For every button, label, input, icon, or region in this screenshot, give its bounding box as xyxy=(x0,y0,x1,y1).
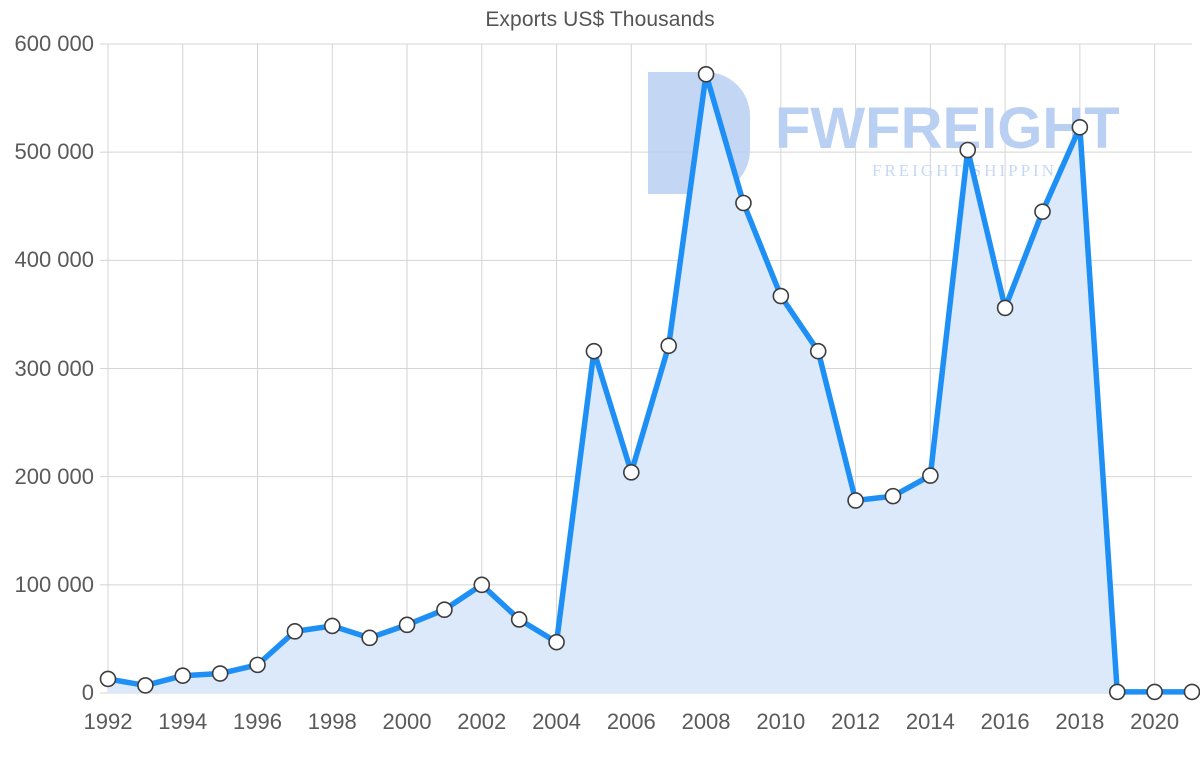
data-point-marker xyxy=(548,633,565,651)
y-axis-tick-label: 400 000 xyxy=(14,247,94,273)
data-point-marker xyxy=(623,464,640,481)
data-point-marker xyxy=(211,665,229,682)
data-point-marker xyxy=(1071,118,1089,136)
data-point-markers xyxy=(99,65,1200,701)
data-point-marker xyxy=(1034,203,1051,220)
y-axis-tick-label: 200 000 xyxy=(14,463,94,489)
x-axis-tick-label: 2010 xyxy=(756,709,806,734)
data-point-marker xyxy=(137,677,154,694)
y-axis-tick-label: 300 000 xyxy=(14,355,94,381)
x-axis-tick-label: 2000 xyxy=(382,709,432,734)
series-line xyxy=(105,71,1195,695)
data-point-marker xyxy=(809,342,827,360)
data-point-marker xyxy=(99,670,117,688)
data-point-marker xyxy=(1146,683,1163,701)
data-point-marker xyxy=(697,65,715,83)
x-axis-tick-label: 1996 xyxy=(233,709,282,734)
x-axis-tick-label: 2004 xyxy=(532,709,582,734)
chart-title: Exports US$ Thousands xyxy=(485,8,715,31)
x-axis-tick-label: 2012 xyxy=(831,709,881,734)
x-axis-tick-label: 2018 xyxy=(1055,709,1105,734)
data-point-marker xyxy=(323,617,341,635)
data-point-marker xyxy=(959,141,977,159)
x-axis-tick-label: 1998 xyxy=(307,709,357,734)
watermark-brand-text: FWFREIGHT xyxy=(775,96,1120,161)
x-axis-tick-label: 2016 xyxy=(980,709,1030,734)
y-axis-tick-label: 600 000 xyxy=(14,31,94,56)
data-point-marker xyxy=(473,576,491,594)
data-point-marker xyxy=(436,601,453,619)
x-axis-tick-label: 1992 xyxy=(83,709,133,734)
data-point-marker xyxy=(660,337,677,355)
data-point-marker xyxy=(249,656,266,674)
data-point-marker xyxy=(922,467,939,484)
x-axis-tick-label: 2020 xyxy=(1130,709,1180,734)
data-point-marker xyxy=(735,194,752,212)
data-line xyxy=(105,71,1195,695)
data-point-marker xyxy=(361,629,378,647)
data-point-marker xyxy=(1108,683,1126,701)
x-axis-tick-label: 2014 xyxy=(905,709,955,734)
y-axis-tick-label: 500 000 xyxy=(14,139,94,165)
data-point-marker xyxy=(510,611,528,628)
data-point-marker xyxy=(884,487,902,505)
data-point-marker xyxy=(847,492,864,509)
data-point-marker xyxy=(585,342,603,360)
x-axis-tick-label: 2002 xyxy=(457,709,507,734)
data-point-marker xyxy=(996,299,1014,317)
data-point-marker xyxy=(286,623,304,640)
data-point-marker xyxy=(174,667,192,684)
area-fill xyxy=(108,74,1192,693)
data-point-marker xyxy=(398,616,416,634)
x-axis-tick-label: 1994 xyxy=(158,709,208,734)
x-axis-tick-label: 2006 xyxy=(606,709,656,734)
y-axis-tick-label: 0 xyxy=(81,680,94,705)
x-axis-tick-label: 2008 xyxy=(681,709,731,734)
data-point-marker xyxy=(1183,683,1200,701)
data-point-marker xyxy=(772,287,790,305)
series-area xyxy=(108,74,1192,693)
y-axis-tick-label: 100 000 xyxy=(14,571,94,597)
